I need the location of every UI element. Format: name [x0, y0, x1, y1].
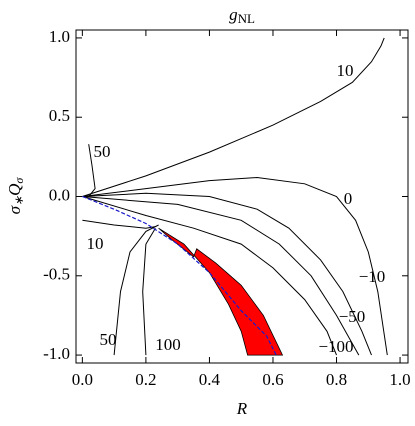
- contour-line: [82, 192, 372, 356]
- contour-line: [82, 196, 360, 356]
- y-tick-label: -0.5: [43, 265, 70, 284]
- contour-label: 10: [87, 234, 104, 253]
- contour-label: 50: [94, 142, 111, 161]
- y-tick-label: -1.0: [43, 344, 70, 363]
- contour-line: [82, 219, 156, 229]
- x-tick-label: 0.4: [199, 370, 221, 389]
- contour-line: [113, 224, 159, 356]
- y-label-main: σ: [5, 205, 24, 214]
- contour-label: 100: [155, 335, 181, 354]
- dashed-line: [82, 195, 277, 356]
- title-main: g: [229, 5, 238, 24]
- y-label-sub2: σ: [12, 177, 26, 184]
- contour-line: [82, 37, 385, 197]
- contour-line: [82, 196, 337, 356]
- contour-label: 0: [344, 189, 353, 208]
- title-subscript: NL: [238, 11, 255, 26]
- x-axis-label: R: [236, 399, 248, 418]
- feasible-region: [158, 227, 284, 356]
- x-tick-label: 0.6: [262, 370, 283, 389]
- y-tick-label: 0.5: [49, 106, 70, 125]
- y-axis-label: σ∗Qσ: [5, 177, 26, 215]
- x-tick-label: 0.8: [326, 370, 347, 389]
- x-tick-label: 0.0: [72, 370, 93, 389]
- contour-label: 50: [100, 330, 117, 349]
- contour-label: −10: [359, 267, 386, 286]
- contour-line: [142, 227, 156, 356]
- contour-label: 10: [337, 61, 354, 80]
- x-tick-label: 1.0: [389, 370, 410, 389]
- y-label-sub1: ∗: [12, 196, 26, 206]
- contour-line: [82, 176, 388, 356]
- y-tick-label: 0.0: [49, 185, 70, 204]
- y-tick-label: 1.0: [49, 27, 70, 46]
- contour-line: [88, 144, 96, 197]
- x-tick-label: 0.2: [135, 370, 156, 389]
- contour-label: −100: [318, 337, 353, 356]
- y-label-mid: Q: [5, 184, 24, 196]
- chart-title: gNL: [229, 5, 255, 26]
- contour-label: −50: [339, 307, 366, 326]
